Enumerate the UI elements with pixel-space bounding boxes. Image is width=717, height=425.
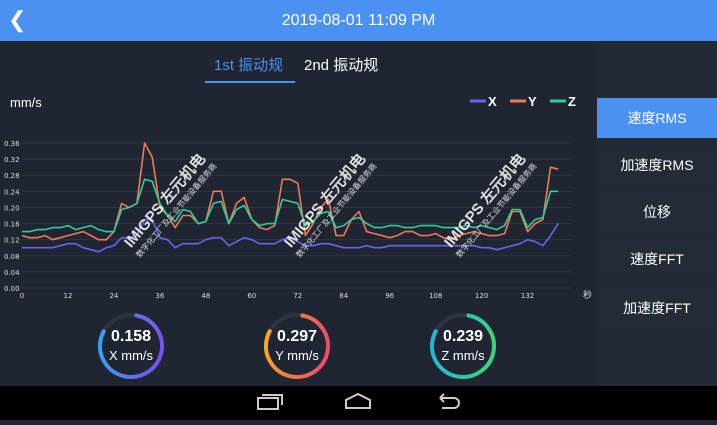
sidebar-item-acceleration-rms[interactable]: 加速度RMS [597,145,717,185]
gauge-y: 0.297 Y mm/s [262,311,332,381]
sidebar-item-velocity-fft[interactable]: 速度FFT [597,239,717,279]
y-tick-label: 0.36 [4,140,20,148]
x-tick-label: 0 [20,292,24,300]
y-tick-label: 0.16 [4,221,20,229]
series-line-x [22,218,559,253]
sidebar-item-displacement[interactable]: 位移 [597,192,717,232]
tab-2nd-sensor[interactable]: 2nd 振动规 [304,57,379,74]
legend-label-y: Y [528,94,537,109]
tab-bar: 1st 振动规 2nd 振动规 [0,41,597,85]
sidebar-item-acceleration-fft[interactable]: 加速度FFT [597,288,717,328]
legend-label-z: Z [568,94,576,109]
gauge-z: 0.239 Z mm/s [428,311,498,381]
x-tick-label: 132 [521,292,534,300]
sidebar: 速度RMS 加速度RMS 位移 速度FFT 加速度FFT [597,41,717,386]
x-tick-label: 36 [155,292,164,300]
vibration-line-chart: 0.00 0.04 0.08 0.12 0.16 0.20 0.24 0.28 0.32 0.36… [4,94,592,300]
x-tick-label: 48 [201,292,210,300]
page-title: 2019-08-01 11:09 PM [281,11,436,29]
x-axis-unit: 秒 [583,289,592,300]
x-tick-label: 12 [63,292,72,300]
x-tick-label: 120 [475,292,488,300]
x-tick-label: 108 [429,292,442,300]
y-tick-label: 0.28 [4,172,20,180]
gauge-y-value: 0.297 [276,328,318,345]
y-tick-label: 0.04 [4,269,20,277]
x-tick-label: 72 [293,292,302,300]
sidebar-item-velocity-rms[interactable]: 速度RMS [597,98,717,138]
gauge-x-label: X mm/s [108,348,154,363]
y-tick-label: 0.20 [4,204,20,212]
y-tick-label: 0.12 [4,237,20,245]
y-tick-label: 0.24 [4,188,20,196]
gauge-x-value: 0.158 [110,328,152,345]
android-nav-bar [0,386,717,420]
recent-apps-icon[interactable] [257,394,283,410]
y-tick-label: 0.32 [4,156,20,164]
header-bar: ❮ 2019-08-01 11:09 PM [0,0,717,41]
y-tick-label: 0.08 [4,253,20,261]
x-tick-label: 96 [385,292,394,300]
gauge-arc [430,313,496,379]
gauge-arc [98,313,164,379]
gauge-arc [264,313,330,379]
gauge-z-label: Z mm/s [441,348,485,363]
back-icon[interactable] [439,393,460,409]
y-tick-label: 0.00 [4,285,20,293]
x-tick-label: 60 [247,292,256,300]
y-axis-unit: mm/s [10,95,42,110]
legend-label-x: X [488,94,497,109]
active-tab-indicator [205,81,295,83]
gauge-x: 0.158 X mm/s [96,311,166,381]
x-tick-label: 24 [109,292,118,300]
gauge-y-label: Y mm/s [275,348,319,363]
series-line-z [22,178,559,233]
home-icon[interactable] [345,392,371,409]
series-line-y [21,142,559,241]
tab-1st-sensor[interactable]: 1st 振动规 [214,57,284,74]
gauge-z-value: 0.239 [442,328,484,345]
chevron-left-icon[interactable]: ❮ [8,7,27,32]
x-tick-label: 84 [339,292,348,300]
